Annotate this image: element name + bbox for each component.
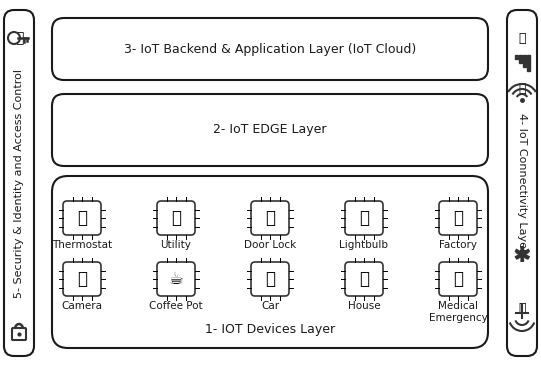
FancyBboxPatch shape — [157, 201, 195, 235]
FancyBboxPatch shape — [157, 262, 195, 296]
Text: 📻: 📻 — [518, 302, 526, 314]
FancyBboxPatch shape — [251, 262, 289, 296]
Text: Utility: Utility — [161, 240, 192, 250]
Circle shape — [8, 32, 20, 44]
Bar — [523, 55, 526, 67]
Text: ✱: ✱ — [513, 246, 531, 266]
Text: Door Lock: Door Lock — [244, 240, 296, 250]
Text: 🔐: 🔐 — [265, 209, 275, 227]
Text: 🚗: 🚗 — [265, 270, 275, 288]
Text: Thermostat: Thermostat — [52, 240, 112, 250]
FancyBboxPatch shape — [4, 10, 34, 356]
FancyBboxPatch shape — [52, 94, 488, 166]
FancyBboxPatch shape — [52, 18, 488, 80]
Bar — [527, 55, 530, 71]
Text: 🏠: 🏠 — [359, 270, 369, 288]
Text: Coffee Pot: Coffee Pot — [149, 301, 203, 311]
Text: 3- IoT Backend & Application Layer (IoT Cloud): 3- IoT Backend & Application Layer (IoT … — [124, 42, 416, 56]
Text: 📷: 📷 — [77, 270, 87, 288]
Text: Lightbulb: Lightbulb — [340, 240, 388, 250]
Text: 4- IoT Connectivity Layer: 4- IoT Connectivity Layer — [517, 113, 527, 253]
Text: Car: Car — [261, 301, 279, 311]
Text: ✱: ✱ — [514, 246, 530, 265]
Bar — [519, 55, 522, 63]
Text: Medical
Emergency: Medical Emergency — [428, 301, 487, 322]
Text: 2- IoT EDGE Layer: 2- IoT EDGE Layer — [213, 123, 327, 137]
Text: Factory: Factory — [439, 240, 477, 250]
Text: 🔧: 🔧 — [171, 209, 181, 227]
Text: 🔑: 🔑 — [15, 31, 23, 45]
FancyBboxPatch shape — [439, 201, 477, 235]
FancyBboxPatch shape — [439, 262, 477, 296]
Text: ☕: ☕ — [169, 270, 183, 288]
Text: 5- Security & Identity and Access Control: 5- Security & Identity and Access Contro… — [14, 68, 24, 298]
Text: 📡: 📡 — [518, 82, 526, 94]
Text: House: House — [348, 301, 380, 311]
Text: 🌡: 🌡 — [77, 209, 87, 227]
Text: ➕: ➕ — [453, 270, 463, 288]
Text: 💡: 💡 — [359, 209, 369, 227]
FancyBboxPatch shape — [251, 201, 289, 235]
Text: 🏭: 🏭 — [453, 209, 463, 227]
Text: 📶: 📶 — [518, 31, 526, 45]
Text: Camera: Camera — [62, 301, 102, 311]
FancyBboxPatch shape — [12, 328, 26, 340]
FancyBboxPatch shape — [63, 262, 101, 296]
FancyBboxPatch shape — [52, 176, 488, 348]
Text: 1- IOT Devices Layer: 1- IOT Devices Layer — [205, 323, 335, 336]
FancyBboxPatch shape — [63, 201, 101, 235]
FancyBboxPatch shape — [507, 10, 537, 356]
Text: 🔒: 🔒 — [15, 327, 23, 341]
FancyBboxPatch shape — [345, 262, 383, 296]
Bar — [515, 55, 518, 59]
FancyBboxPatch shape — [345, 201, 383, 235]
